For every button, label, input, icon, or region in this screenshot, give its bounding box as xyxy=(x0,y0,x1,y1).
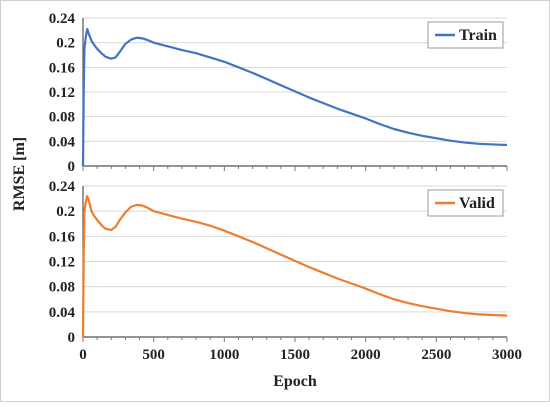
panel-bottom: 0 0.04 0.08 0.12 0.16 0.2 0.24 0 500 1000 1500 2000… xyxy=(49,179,522,363)
x-tick-label: 1000 xyxy=(209,347,239,363)
y-tick-label: 0 xyxy=(68,330,76,346)
x-tick-label: 500 xyxy=(142,347,165,363)
y-tick-label: 0.04 xyxy=(49,305,76,321)
panel-top: 0 0.04 0.08 0.12 0.16 0.2 0.24 Train xyxy=(49,11,508,175)
y-tick-label: 0.12 xyxy=(49,85,75,101)
y-tick-label: 0.24 xyxy=(49,11,76,27)
y-tick-label: 0.04 xyxy=(49,134,76,150)
legend: Train xyxy=(427,21,504,49)
x-tick-label: 3000 xyxy=(492,347,522,363)
panels-layer: 0 0.04 0.08 0.12 0.16 0.2 0.24 Train 0 0.04 0.08 0.… xyxy=(49,11,522,363)
legend: Valid xyxy=(427,189,504,217)
legend-label: Train xyxy=(459,27,497,44)
y-tick-label: 0.2 xyxy=(56,36,75,52)
y-tick-label: 0.08 xyxy=(49,280,75,296)
y-tick-label: 0.08 xyxy=(49,110,75,126)
series-line-train xyxy=(81,28,508,167)
y-axis-title: RMSE [m] xyxy=(11,137,28,211)
y-tick-label: 0.24 xyxy=(49,179,76,195)
x-tick-label: 1500 xyxy=(280,347,310,363)
y-tick-label: 0.16 xyxy=(49,60,76,76)
y-tick-label: 0.2 xyxy=(56,204,75,220)
series-line-valid xyxy=(81,194,508,338)
x-axis-title: Epoch xyxy=(273,373,317,390)
x-tick-label: 2000 xyxy=(351,347,381,363)
legend-box xyxy=(427,21,504,49)
y-tick-label: 0 xyxy=(68,159,76,175)
y-tick-label: 0.12 xyxy=(49,255,75,271)
x-tick-label: 0 xyxy=(79,347,87,363)
x-tick-label: 2500 xyxy=(421,347,451,363)
legend-label: Valid xyxy=(459,195,495,212)
y-tick-label: 0.16 xyxy=(49,229,76,245)
